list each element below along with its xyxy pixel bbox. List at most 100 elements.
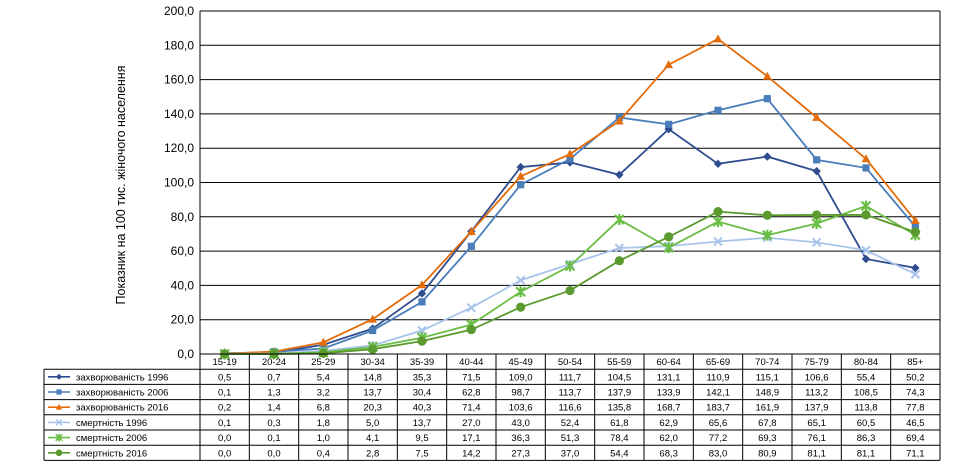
data-label: 5,0 bbox=[366, 418, 379, 429]
data-label: 65,6 bbox=[709, 418, 728, 429]
data-point bbox=[516, 302, 526, 312]
data-point bbox=[55, 373, 63, 380]
y-tick-label: 100,0 bbox=[164, 176, 194, 190]
data-label: 1,4 bbox=[267, 403, 280, 414]
data-label: 67,8 bbox=[758, 418, 777, 429]
data-label: 81,1 bbox=[857, 448, 876, 459]
category-label: 45-49 bbox=[509, 357, 533, 368]
data-point bbox=[467, 242, 475, 250]
data-point bbox=[812, 112, 822, 121]
series-lines bbox=[219, 34, 921, 360]
data-label: 35,3 bbox=[413, 372, 432, 383]
category-label: 55-59 bbox=[607, 357, 631, 368]
data-label: 27,0 bbox=[462, 418, 481, 429]
data-label: 135,8 bbox=[607, 403, 631, 414]
data-point bbox=[860, 200, 872, 212]
y-tick-label: 160,0 bbox=[164, 73, 194, 87]
category-label: 80-84 bbox=[854, 357, 878, 368]
data-label: 113,7 bbox=[558, 388, 581, 399]
data-point bbox=[663, 242, 674, 254]
data-label: 71,1 bbox=[906, 448, 925, 459]
data-point bbox=[763, 95, 771, 103]
data-label: 9,5 bbox=[415, 433, 428, 444]
data-label: 51,3 bbox=[561, 433, 580, 444]
data-point bbox=[318, 348, 328, 358]
data-label: 14,2 bbox=[462, 448, 481, 459]
data-label: 1,3 bbox=[267, 388, 280, 399]
data-label: 104,5 bbox=[607, 372, 631, 383]
data-point bbox=[861, 245, 871, 255]
data-point bbox=[911, 222, 919, 231]
legend-key bbox=[48, 373, 70, 380]
data-point bbox=[911, 263, 920, 273]
data-point bbox=[565, 285, 575, 296]
legend-key bbox=[48, 449, 70, 457]
data-label: 6,8 bbox=[317, 403, 330, 414]
legend-key bbox=[48, 389, 70, 395]
data-point bbox=[665, 120, 673, 128]
data-label: 69,3 bbox=[758, 433, 777, 444]
data-point bbox=[56, 389, 62, 395]
data-point bbox=[763, 152, 772, 161]
category-label: 40-44 bbox=[459, 357, 483, 368]
data-point bbox=[614, 214, 625, 226]
data-label: 133,9 bbox=[657, 388, 681, 399]
series-line bbox=[224, 97, 917, 355]
data-label: 46,5 bbox=[906, 418, 925, 429]
data-point bbox=[762, 71, 772, 80]
data-label: 0,1 bbox=[267, 433, 280, 444]
data-label: 183,7 bbox=[706, 403, 730, 414]
data-label: 17,1 bbox=[462, 433, 481, 444]
data-point bbox=[417, 289, 427, 298]
data-point bbox=[614, 116, 624, 125]
series-group bbox=[219, 233, 921, 359]
data-point bbox=[664, 60, 674, 69]
data-point bbox=[466, 302, 477, 313]
data-label: 106,6 bbox=[805, 372, 829, 383]
data-point bbox=[565, 149, 575, 158]
data-label: 78,4 bbox=[610, 433, 629, 444]
y-axis-label: Показник на 100 тис. жіночого населення bbox=[114, 66, 128, 305]
data-point bbox=[55, 449, 63, 457]
data-point bbox=[418, 298, 426, 306]
y-tick-label: 80,0 bbox=[171, 210, 195, 224]
data-point bbox=[812, 166, 821, 176]
category-label: 15-19 bbox=[213, 357, 237, 368]
data-label: 36,3 bbox=[511, 433, 530, 444]
data-point bbox=[368, 344, 378, 354]
category-label: 25-29 bbox=[311, 357, 335, 368]
data-label: 81,1 bbox=[807, 448, 826, 459]
data-point bbox=[515, 286, 526, 298]
data-label: 113,2 bbox=[805, 388, 828, 399]
data-label: 0,2 bbox=[218, 403, 231, 414]
series-line bbox=[224, 37, 917, 355]
data-point bbox=[318, 337, 328, 346]
data-label: 50,2 bbox=[906, 372, 925, 383]
data-point bbox=[714, 106, 722, 114]
data-point bbox=[564, 260, 576, 272]
data-point bbox=[368, 314, 378, 323]
data-label: 54,4 bbox=[610, 448, 629, 459]
data-point bbox=[712, 216, 724, 228]
data-label: 111,7 bbox=[559, 372, 581, 383]
data-label: 108,5 bbox=[854, 388, 878, 399]
data-label: 69,4 bbox=[906, 433, 925, 444]
category-label: 75-79 bbox=[805, 357, 829, 368]
data-label: 7,5 bbox=[415, 448, 428, 459]
data-label: 14,8 bbox=[363, 372, 382, 383]
legend-label: захворюваність 1996 bbox=[76, 372, 168, 383]
data-point bbox=[861, 154, 871, 163]
data-point bbox=[861, 254, 871, 264]
category-label: 60-64 bbox=[657, 357, 681, 368]
data-label: 113,8 bbox=[854, 403, 877, 414]
data-label: 74,3 bbox=[906, 388, 925, 399]
series-line bbox=[224, 205, 916, 355]
data-point bbox=[417, 280, 427, 289]
data-label: 0,5 bbox=[218, 372, 231, 383]
data-label: 60,5 bbox=[857, 418, 876, 429]
series-line bbox=[224, 236, 916, 355]
category-label: 35-39 bbox=[410, 357, 434, 368]
data-label: 4,1 bbox=[366, 433, 379, 444]
legend-label: захворюваність 2016 bbox=[76, 403, 168, 414]
data-label: 0,0 bbox=[218, 433, 231, 444]
